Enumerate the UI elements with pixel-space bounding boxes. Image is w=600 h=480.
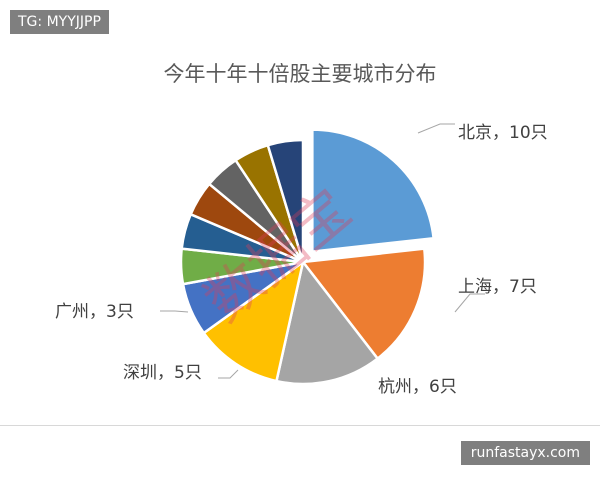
leader-line bbox=[417, 123, 455, 134]
leader-line bbox=[454, 293, 485, 313]
leader-line bbox=[218, 369, 239, 379]
pie-slice-上海 bbox=[300, 247, 427, 361]
site-label: runfastayx.com bbox=[460, 441, 590, 465]
data-label: 深圳，5只 bbox=[123, 363, 202, 383]
data-label: 北京，10只 bbox=[458, 123, 548, 143]
divider bbox=[0, 425, 600, 426]
chart-title: 今年十年十倍股主要城市分布 bbox=[163, 62, 437, 86]
data-label: 上海，7只 bbox=[458, 277, 537, 297]
data-label: 杭州，6只 bbox=[378, 377, 457, 397]
leader-line bbox=[160, 310, 189, 313]
pie-slice-杭州 bbox=[274, 259, 380, 386]
tg-tag: TG: MYYJJPP bbox=[10, 10, 109, 34]
pie-slice-北京 bbox=[311, 128, 435, 253]
pie-slice-other-10 bbox=[266, 138, 305, 263]
data-label: 广州，3只 bbox=[55, 302, 134, 322]
pie-slice-深圳 bbox=[202, 259, 305, 383]
